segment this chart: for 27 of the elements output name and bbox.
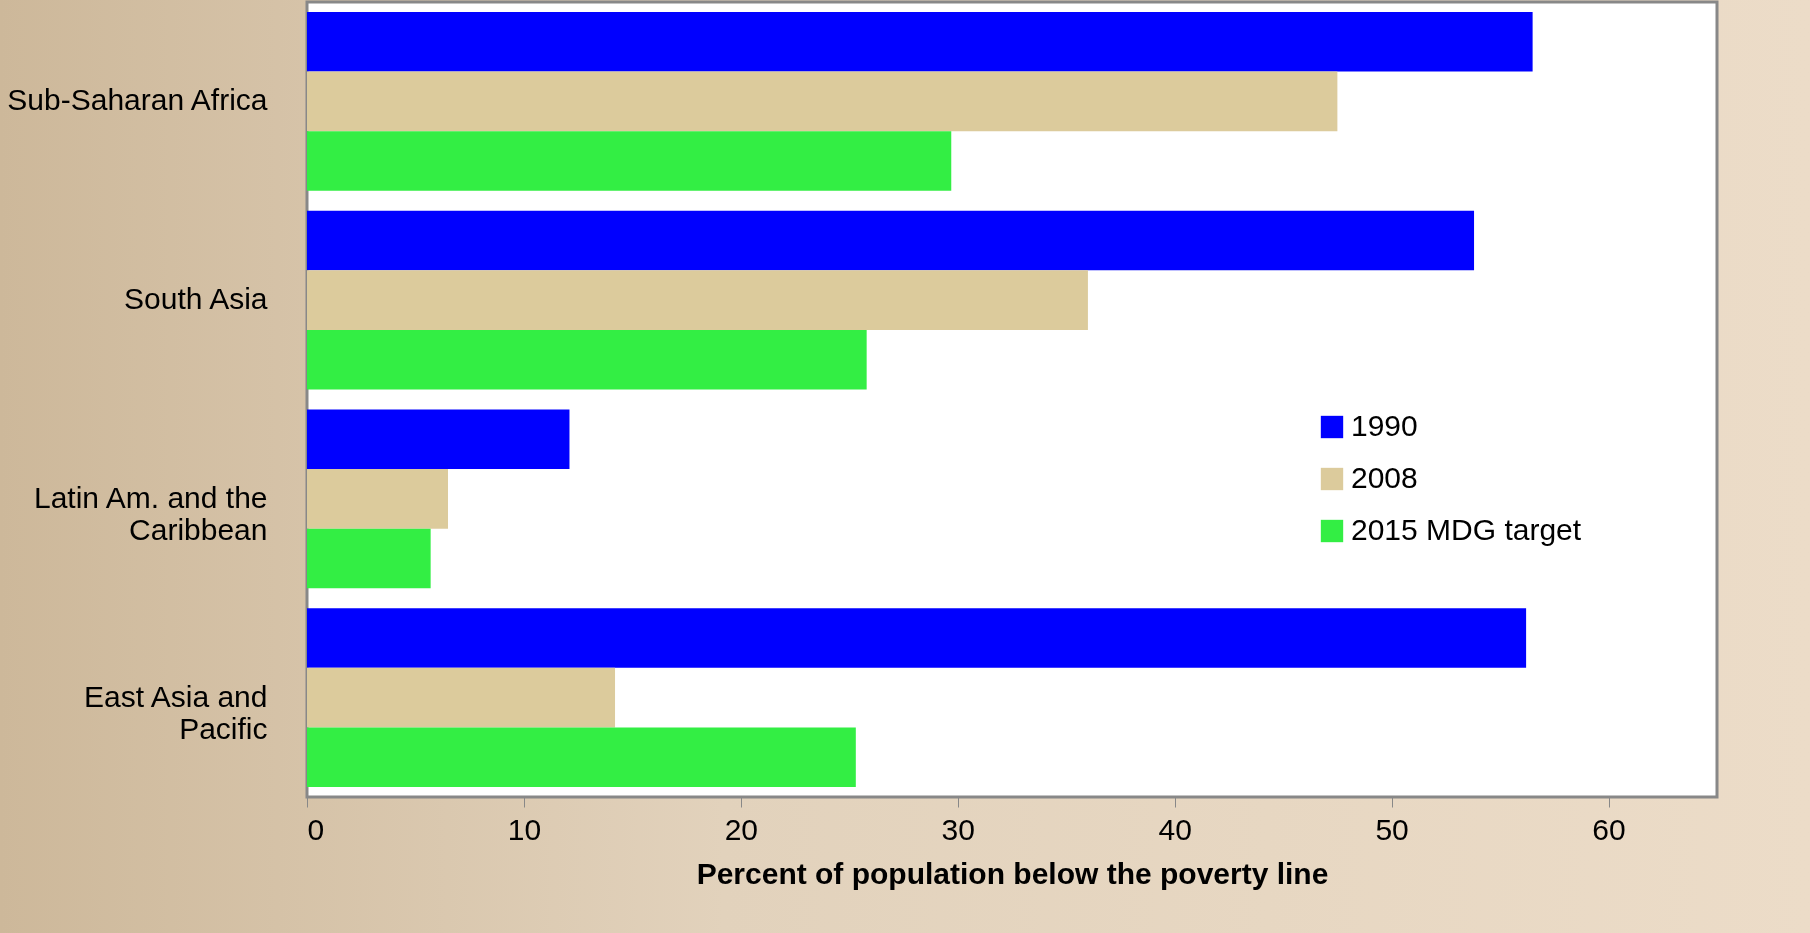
bar bbox=[307, 608, 1527, 668]
bar bbox=[307, 11, 1533, 72]
bar bbox=[307, 409, 570, 470]
x-tick-label: 50 bbox=[1375, 812, 1409, 846]
y-tick-label: Sub-Saharan Africa bbox=[7, 83, 268, 117]
y-tick-label: South Asia bbox=[124, 282, 268, 316]
bar bbox=[307, 270, 1088, 330]
x-tick-label: 30 bbox=[941, 812, 975, 846]
legend-label: 2015 MDG target bbox=[1351, 513, 1582, 546]
bar bbox=[307, 667, 616, 728]
bar bbox=[307, 469, 448, 529]
legend-label: 1990 bbox=[1351, 409, 1418, 442]
x-tick-label: 0 bbox=[307, 812, 325, 846]
bar bbox=[307, 329, 867, 390]
x-tick-label: 20 bbox=[724, 812, 759, 846]
bar bbox=[307, 528, 431, 589]
y-tick-label: Latin Am. and the Caribbean bbox=[34, 480, 268, 546]
y-tick-label: East Asia and Pacific bbox=[84, 679, 268, 745]
bar bbox=[307, 727, 856, 788]
bar bbox=[307, 71, 1338, 132]
legend-label: 2008 bbox=[1351, 461, 1418, 494]
x-tick-label: 10 bbox=[507, 812, 542, 846]
x-axis-title: Percent of population below the poverty line bbox=[696, 856, 1329, 890]
x-tick-label: 60 bbox=[1592, 812, 1626, 846]
bar bbox=[307, 131, 952, 191]
bar bbox=[307, 210, 1475, 271]
x-tick-label: 40 bbox=[1158, 812, 1192, 846]
